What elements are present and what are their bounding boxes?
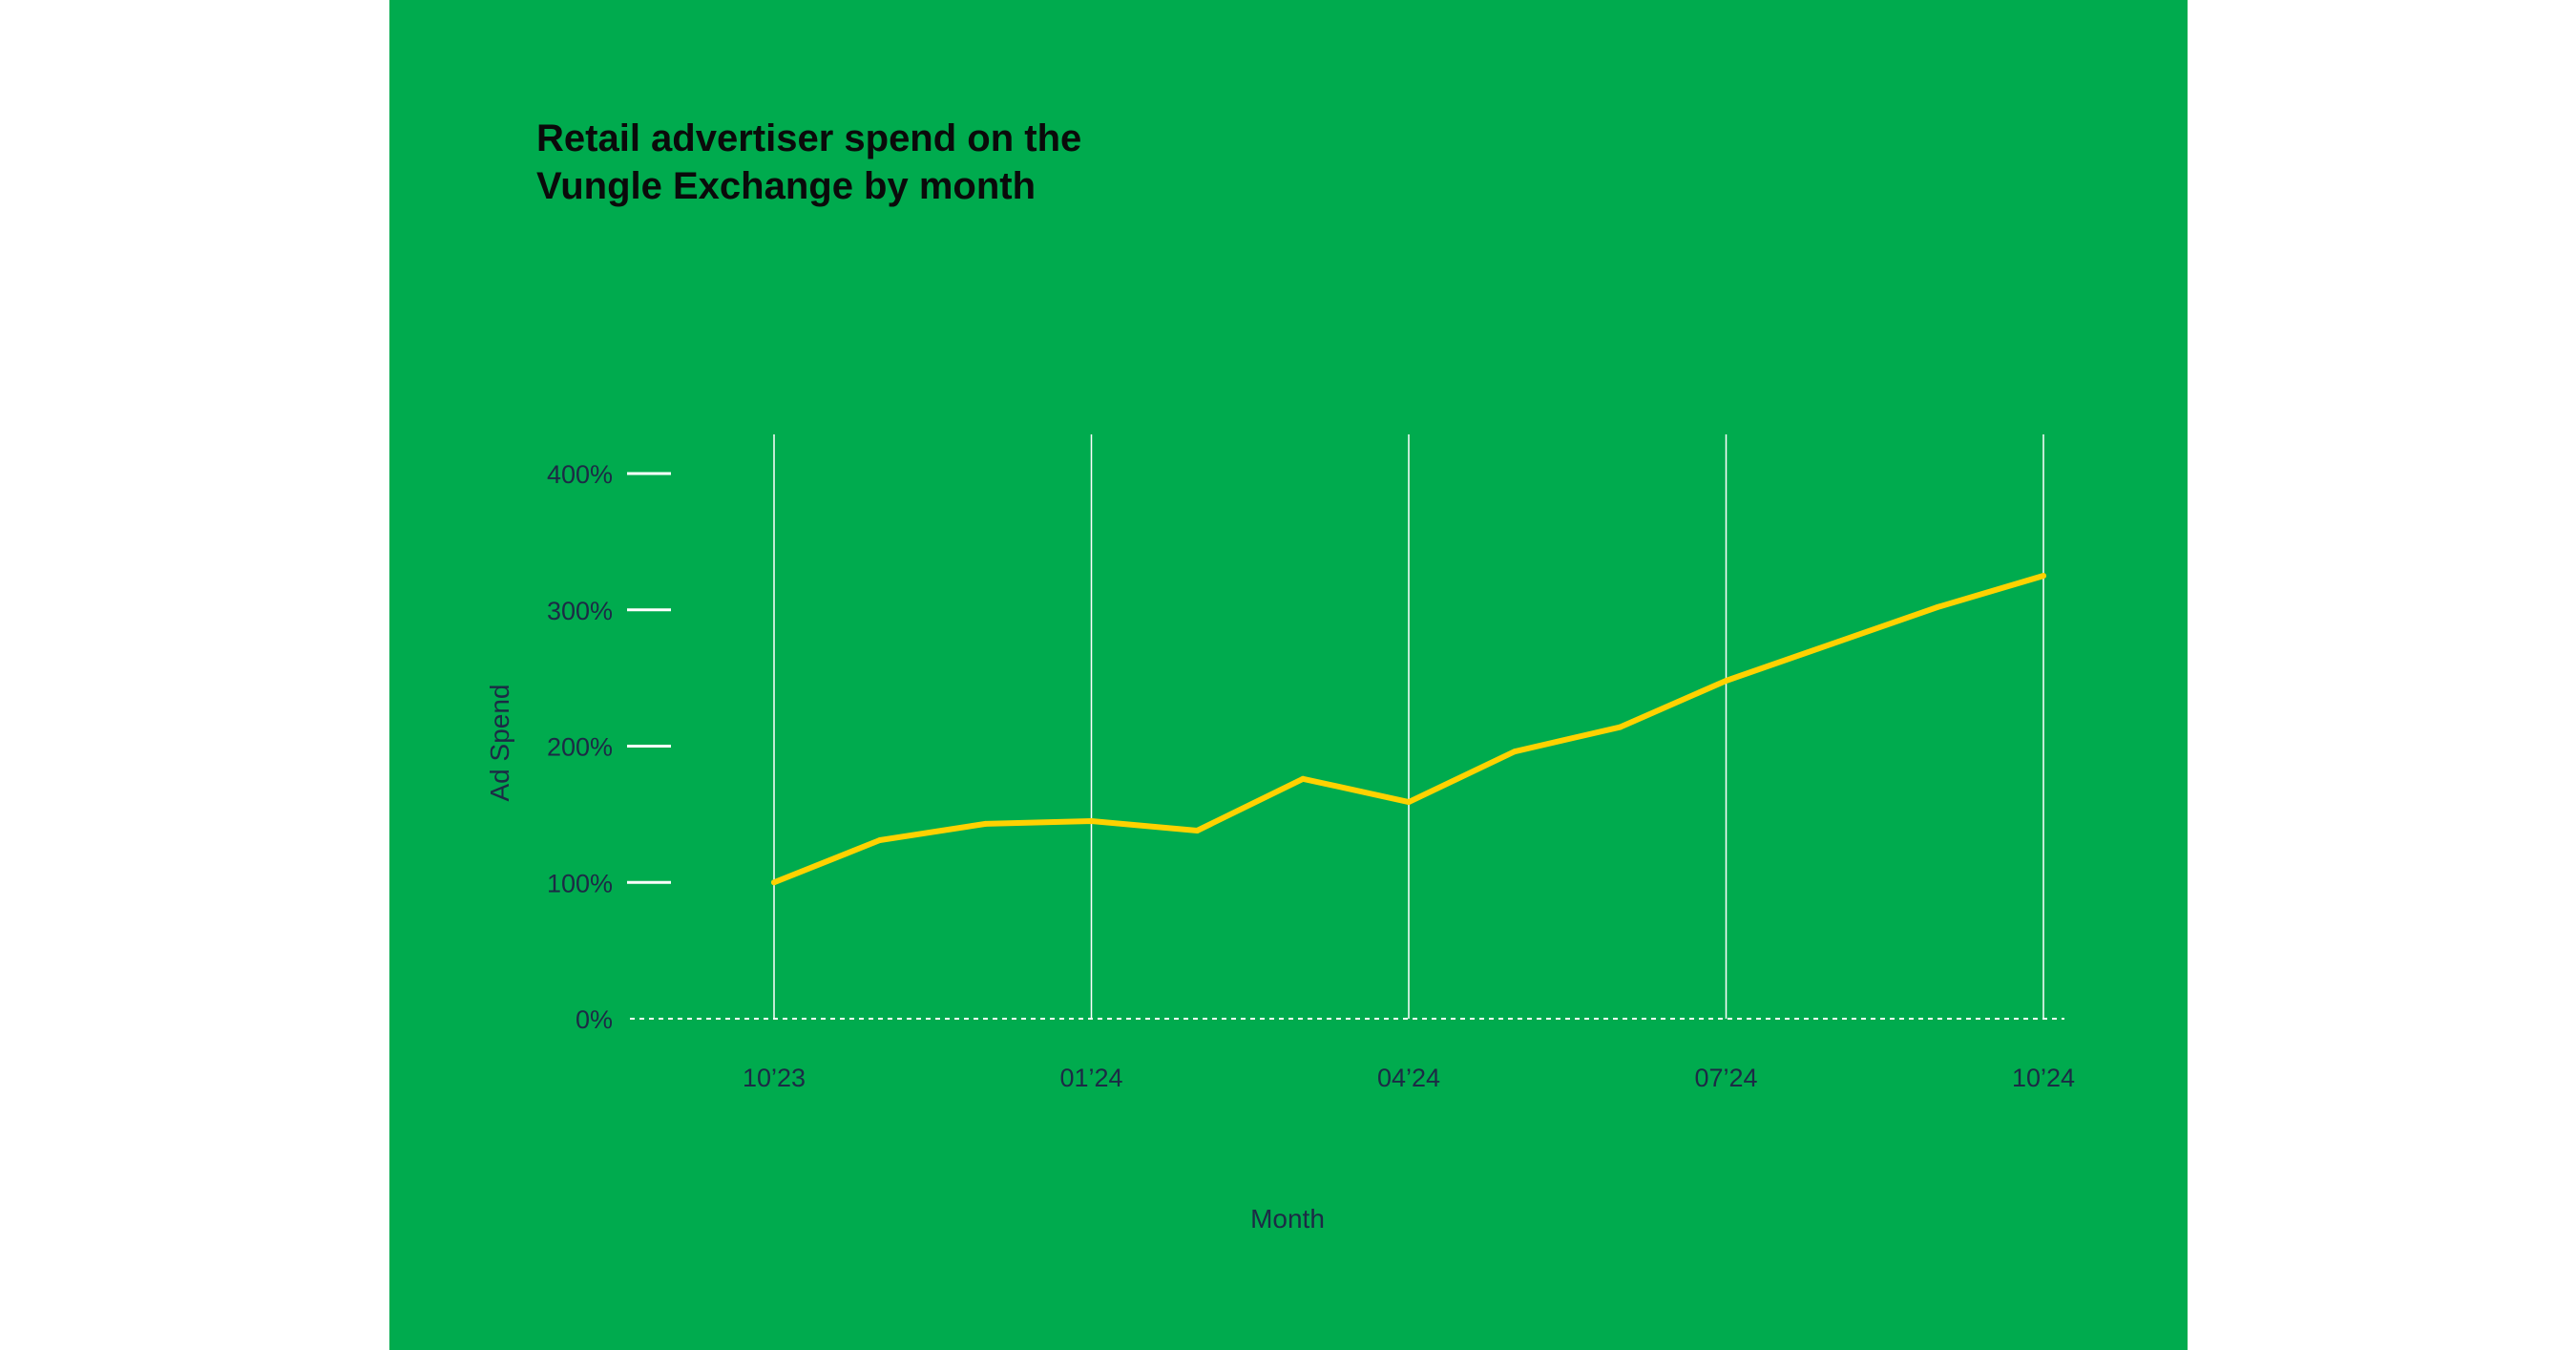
y-tick-label: 300% [547, 597, 613, 625]
y-tick-label: 400% [547, 460, 613, 489]
data-point-10'23 [771, 879, 777, 886]
data-point-10'24 [2041, 573, 2046, 580]
data-point-08'24 [1829, 641, 1835, 647]
y-tick-label: 0% [576, 1005, 613, 1034]
data-point-11'23 [876, 836, 883, 843]
chart-title-line-2: Vungle Exchange by month [536, 165, 1036, 207]
x-tick-label: 10’23 [743, 1064, 806, 1092]
chart-panel [389, 0, 2188, 1350]
y-tick-label: 100% [547, 869, 613, 897]
data-point-01'24 [1088, 818, 1095, 825]
x-axis-label: Month [1250, 1204, 1325, 1234]
data-point-02'24 [1194, 828, 1201, 834]
data-point-05'24 [1511, 749, 1518, 755]
data-point-04'24 [1406, 799, 1412, 806]
data-point-06'24 [1617, 724, 1623, 730]
data-point-09'24 [1935, 603, 1941, 610]
data-point-07'24 [1723, 677, 1729, 684]
x-tick-label: 07’24 [1694, 1064, 1757, 1092]
x-tick-label: 10’24 [2012, 1064, 2075, 1092]
data-point-12'23 [982, 820, 989, 827]
y-tick-label: 200% [547, 733, 613, 762]
y-axis-label: Ad Spend [485, 685, 514, 802]
x-tick-label: 01’24 [1059, 1064, 1122, 1092]
data-point-03'24 [1300, 775, 1307, 782]
x-tick-label: 04’24 [1377, 1064, 1440, 1092]
chart-title-line-1: Retail advertiser spend on the [536, 117, 1081, 159]
